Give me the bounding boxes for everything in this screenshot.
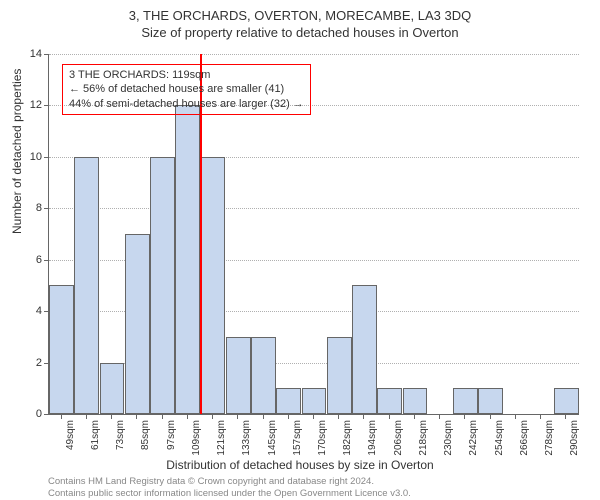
bar bbox=[150, 157, 175, 414]
footer-line1: Contains HM Land Registry data © Crown c… bbox=[48, 476, 411, 488]
xtick-mark bbox=[313, 414, 314, 419]
footer: Contains HM Land Registry data © Crown c… bbox=[48, 476, 411, 500]
xtick-mark bbox=[363, 414, 364, 419]
annotation-line2: ← 56% of detached houses are smaller (41… bbox=[69, 82, 304, 96]
xtick-mark bbox=[490, 414, 491, 419]
xtick-mark bbox=[111, 414, 112, 419]
bar bbox=[352, 285, 377, 414]
xtick-label: 157sqm bbox=[292, 420, 303, 456]
xtick-label: 61sqm bbox=[90, 420, 101, 450]
ytick-mark bbox=[44, 260, 49, 261]
annotation-box: 3 THE ORCHARDS: 119sqm ← 56% of detached… bbox=[62, 64, 311, 115]
xtick-label: 170sqm bbox=[317, 420, 328, 456]
xtick-label: 73sqm bbox=[115, 420, 126, 450]
xtick-mark bbox=[136, 414, 137, 419]
xtick-label: 182sqm bbox=[342, 420, 353, 456]
gridline bbox=[49, 208, 579, 209]
bar bbox=[49, 285, 74, 414]
ytick-mark bbox=[44, 311, 49, 312]
xtick-label: 206sqm bbox=[393, 420, 404, 456]
xtick-mark bbox=[288, 414, 289, 419]
xtick-mark bbox=[389, 414, 390, 419]
xtick-label: 121sqm bbox=[216, 420, 227, 456]
xtick-label: 145sqm bbox=[267, 420, 278, 456]
xtick-label: 97sqm bbox=[166, 420, 177, 450]
bar bbox=[226, 337, 251, 414]
bar bbox=[74, 157, 99, 414]
ytick-mark bbox=[44, 208, 49, 209]
bar bbox=[125, 234, 150, 414]
bar bbox=[377, 388, 402, 414]
ytick-mark bbox=[44, 157, 49, 158]
xtick-mark bbox=[237, 414, 238, 419]
ytick-label: 6 bbox=[12, 254, 42, 266]
ytick-label: 14 bbox=[12, 48, 42, 60]
footer-line2: Contains public sector information licen… bbox=[48, 488, 411, 500]
xtick-label: 85sqm bbox=[140, 420, 151, 450]
ytick-mark bbox=[44, 54, 49, 55]
plot-area: 3 THE ORCHARDS: 119sqm ← 56% of detached… bbox=[48, 54, 578, 414]
xtick-label: 230sqm bbox=[443, 420, 454, 456]
xtick-label: 109sqm bbox=[191, 420, 202, 456]
bar bbox=[251, 337, 276, 414]
ytick-label: 2 bbox=[12, 357, 42, 369]
xtick-mark bbox=[338, 414, 339, 419]
ytick-label: 4 bbox=[12, 305, 42, 317]
bar bbox=[554, 388, 579, 414]
xtick-mark bbox=[86, 414, 87, 419]
xtick-label: 254sqm bbox=[494, 420, 505, 456]
bar bbox=[478, 388, 503, 414]
xtick-label: 218sqm bbox=[418, 420, 429, 456]
xtick-mark bbox=[439, 414, 440, 419]
xtick-mark bbox=[515, 414, 516, 419]
bar bbox=[302, 388, 327, 414]
xtick-label: 278sqm bbox=[544, 420, 555, 456]
xtick-mark bbox=[162, 414, 163, 419]
bar bbox=[276, 388, 301, 414]
xtick-label: 266sqm bbox=[519, 420, 530, 456]
ytick-label: 0 bbox=[12, 408, 42, 420]
xtick-mark bbox=[414, 414, 415, 419]
ytick-mark bbox=[44, 363, 49, 364]
xtick-label: 133sqm bbox=[241, 420, 252, 456]
annotation-line3: 44% of semi-detached houses are larger (… bbox=[69, 97, 304, 111]
xtick-label: 49sqm bbox=[65, 420, 76, 450]
xtick-label: 290sqm bbox=[569, 420, 580, 456]
chart-subtitle: Size of property relative to detached ho… bbox=[0, 23, 600, 40]
xtick-mark bbox=[540, 414, 541, 419]
annotation-line1: 3 THE ORCHARDS: 119sqm bbox=[69, 68, 304, 82]
xtick-mark bbox=[212, 414, 213, 419]
bar bbox=[201, 157, 226, 414]
ytick-label: 10 bbox=[12, 151, 42, 163]
bar bbox=[403, 388, 428, 414]
bar bbox=[100, 363, 125, 414]
ytick-label: 12 bbox=[12, 99, 42, 111]
ytick-mark bbox=[44, 414, 49, 415]
bar bbox=[327, 337, 352, 414]
chart-container: 3, THE ORCHARDS, OVERTON, MORECAMBE, LA3… bbox=[0, 0, 600, 500]
xtick-mark bbox=[263, 414, 264, 419]
xtick-label: 194sqm bbox=[367, 420, 378, 456]
chart-title: 3, THE ORCHARDS, OVERTON, MORECAMBE, LA3… bbox=[0, 0, 600, 23]
bar bbox=[453, 388, 478, 414]
ytick-mark bbox=[44, 105, 49, 106]
xtick-label: 242sqm bbox=[468, 420, 479, 456]
xtick-mark bbox=[187, 414, 188, 419]
gridline bbox=[49, 54, 579, 55]
xtick-mark bbox=[61, 414, 62, 419]
xtick-mark bbox=[565, 414, 566, 419]
xtick-mark bbox=[464, 414, 465, 419]
bar bbox=[175, 105, 200, 414]
gridline bbox=[49, 157, 579, 158]
x-axis-label: Distribution of detached houses by size … bbox=[0, 458, 600, 472]
ytick-label: 8 bbox=[12, 202, 42, 214]
